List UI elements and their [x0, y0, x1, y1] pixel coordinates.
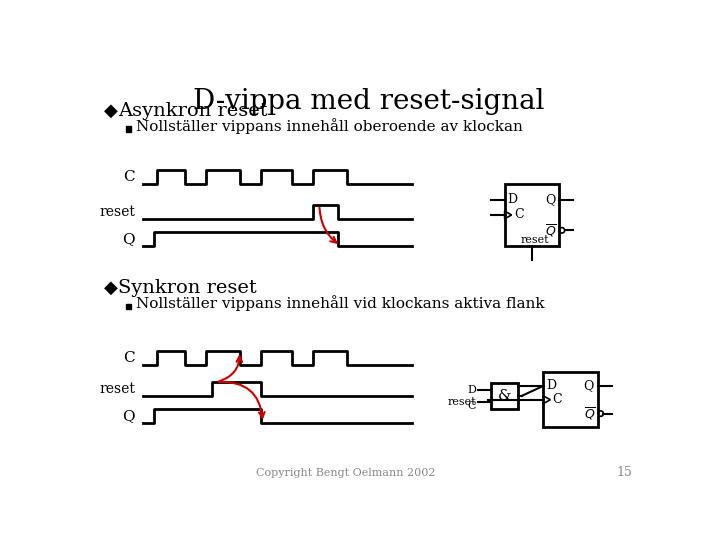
Text: reset: reset: [99, 205, 135, 219]
Bar: [126, 303, 131, 309]
Text: Asynkron reset: Asynkron reset: [118, 102, 268, 120]
Bar: [544, 372, 598, 428]
Text: C: C: [123, 351, 135, 365]
Text: D: D: [508, 193, 518, 206]
Text: Nollställer vippans innehåll vid klockans aktiva flank: Nollställer vippans innehåll vid klockan…: [136, 295, 544, 312]
Text: ◆: ◆: [104, 279, 118, 297]
Text: Copyright Bengt Oelmann 2002: Copyright Bengt Oelmann 2002: [256, 468, 436, 478]
Text: D: D: [467, 384, 476, 395]
Text: C: C: [553, 393, 562, 406]
Text: Q: Q: [545, 193, 555, 206]
Text: Nollställer vippans innehåll oberoende av klockan: Nollställer vippans innehåll oberoende a…: [136, 118, 523, 134]
Text: reset: reset: [521, 234, 549, 245]
Text: Synkron reset: Synkron reset: [118, 279, 256, 297]
Text: C: C: [123, 170, 135, 184]
Text: reset: reset: [99, 382, 135, 396]
Text: $\overline{Q}$: $\overline{Q}$: [545, 222, 557, 239]
Bar: [492, 383, 518, 409]
Text: Q: Q: [122, 409, 135, 423]
Text: C: C: [514, 208, 523, 221]
Bar: [126, 126, 131, 132]
Text: D-vippa med reset-signal: D-vippa med reset-signal: [193, 88, 545, 115]
Text: Q: Q: [122, 232, 135, 246]
Text: $\overline{Q}$: $\overline{Q}$: [584, 406, 595, 422]
Bar: [505, 184, 559, 246]
Text: reset: reset: [447, 397, 476, 407]
Text: D: D: [546, 380, 557, 393]
Text: C: C: [467, 401, 476, 411]
Text: 15: 15: [616, 467, 632, 480]
Text: ◆: ◆: [104, 102, 118, 120]
Text: &: &: [498, 389, 511, 403]
Text: Q: Q: [584, 380, 594, 393]
